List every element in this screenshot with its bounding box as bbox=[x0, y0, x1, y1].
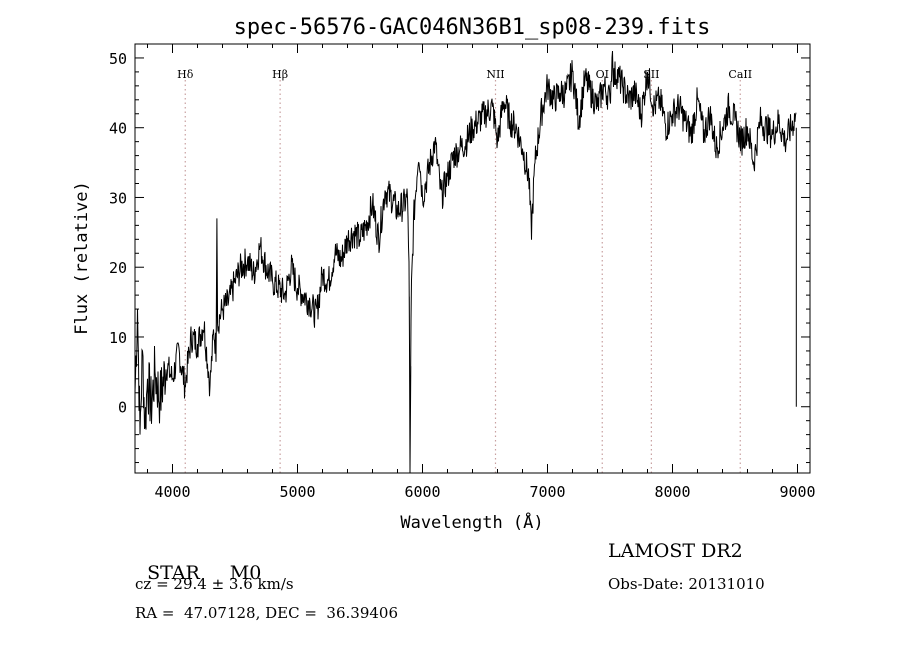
x-tick-label: 8000 bbox=[654, 483, 690, 501]
y-tick-label: 10 bbox=[109, 329, 127, 347]
line-label: OI bbox=[596, 68, 609, 81]
observation-date: Obs-Date: 20131010 bbox=[608, 575, 765, 593]
y-tick-label: 0 bbox=[118, 399, 127, 417]
y-tick-label: 50 bbox=[109, 50, 127, 68]
spectrum-line bbox=[134, 50, 797, 474]
coordinates: RA = 47.07128, DEC = 36.39406 bbox=[135, 604, 399, 622]
chart-title: spec-56576-GAC046N36B1_sp08-239.fits bbox=[234, 15, 711, 40]
x-tick-label: 4000 bbox=[154, 483, 190, 501]
y-tick-label: 20 bbox=[109, 259, 127, 277]
x-tick-label: 5000 bbox=[279, 483, 315, 501]
y-axis-label: Flux (relative) bbox=[72, 181, 92, 335]
line-label: NII bbox=[486, 68, 504, 81]
survey-name: LAMOST DR2 bbox=[608, 540, 743, 562]
spectral-line-markers: Hδ Hβ NII OI SII CaII bbox=[177, 68, 752, 473]
x-tick-label: 9000 bbox=[779, 483, 815, 501]
object-subclass: M0 bbox=[229, 562, 262, 584]
x-axis-label: Wavelength (Å) bbox=[400, 511, 543, 533]
x-tick-label: 6000 bbox=[404, 483, 440, 501]
line-label: Hδ bbox=[177, 68, 194, 81]
y-tick-label: 40 bbox=[109, 120, 127, 138]
line-label: Hβ bbox=[272, 68, 288, 81]
x-axis: 4000 5000 6000 7000 8000 9000 bbox=[147, 44, 816, 501]
x-tick-label: 7000 bbox=[529, 483, 565, 501]
line-label: CaII bbox=[728, 68, 752, 81]
object-type: STAR bbox=[147, 562, 200, 584]
object-class: STAR M0 bbox=[135, 540, 261, 584]
y-tick-label: 30 bbox=[109, 189, 127, 207]
y-axis: 0 10 20 30 40 50 bbox=[109, 43, 810, 464]
redshift-velocity: cz = 29.4 ± 3.6 km/s bbox=[135, 575, 294, 593]
